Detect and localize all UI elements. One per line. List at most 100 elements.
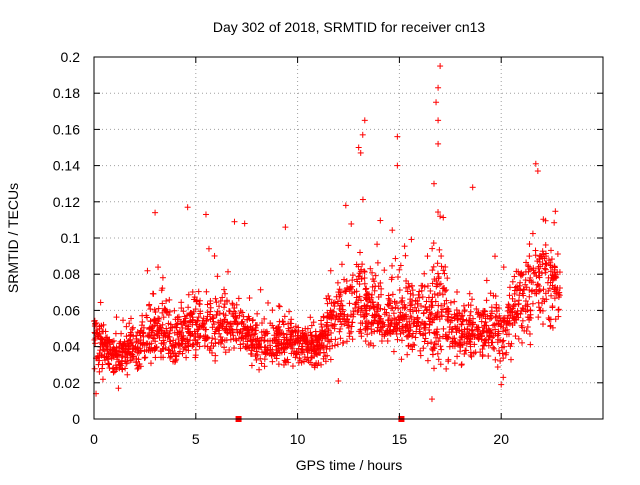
data-point [185, 291, 192, 298]
data-point [184, 336, 191, 343]
data-point [551, 264, 558, 271]
data-point [347, 311, 354, 318]
data-point [540, 286, 547, 293]
data-point [201, 343, 208, 350]
data-point [123, 333, 130, 340]
data-point-outlier [433, 99, 440, 106]
data-point-outlier [532, 160, 539, 167]
data-point [340, 339, 347, 346]
data-point [461, 326, 468, 333]
data-point [452, 339, 459, 346]
data-point [540, 321, 547, 328]
data-point [162, 344, 169, 351]
data-point [517, 310, 524, 317]
data-point [269, 307, 276, 314]
data-point [249, 316, 256, 323]
data-point [299, 349, 306, 356]
data-point [408, 298, 415, 305]
data-point [426, 326, 433, 333]
data-point [537, 287, 544, 294]
data-point [551, 219, 558, 226]
data-point [245, 333, 252, 340]
data-point [481, 322, 488, 329]
y-tick-label: 0.12 [53, 194, 80, 210]
data-point [179, 335, 186, 342]
data-point [258, 344, 265, 351]
data-point [357, 249, 364, 256]
data-point [188, 311, 195, 318]
data-point [341, 287, 348, 294]
data-point [327, 267, 334, 274]
data-point-outlier [431, 180, 438, 187]
data-point [326, 296, 333, 303]
data-point [324, 352, 331, 359]
data-point [551, 269, 558, 276]
data-point [207, 308, 214, 315]
data-point [194, 318, 201, 325]
data-point [395, 305, 402, 312]
data-point [124, 371, 131, 378]
data-point [378, 338, 385, 345]
data-point [263, 350, 270, 357]
data-point [492, 253, 499, 260]
data-point [124, 349, 131, 356]
data-point [500, 355, 507, 362]
data-point [451, 298, 458, 305]
data-point [415, 291, 422, 298]
data-point [196, 343, 203, 350]
data-point [96, 350, 103, 357]
data-point [146, 332, 153, 339]
data-point [359, 261, 366, 268]
data-point [337, 335, 344, 342]
data-point [361, 280, 368, 287]
data-point [397, 309, 404, 316]
data-point [474, 309, 481, 316]
data-point [269, 358, 276, 365]
data-point [252, 353, 259, 360]
data-point [97, 347, 104, 354]
data-point [485, 336, 492, 343]
data-point-outlier [469, 184, 476, 191]
data-point [358, 297, 365, 304]
data-point [233, 326, 240, 333]
data-point [375, 320, 382, 327]
data-point [333, 313, 340, 320]
data-point [213, 312, 220, 319]
data-point [539, 248, 546, 255]
data-point [454, 353, 461, 360]
data-point [341, 312, 348, 319]
data-point [147, 318, 154, 325]
data-point [316, 341, 323, 348]
data-point [468, 327, 475, 334]
data-point [286, 308, 293, 315]
data-point [253, 327, 260, 334]
data-point [221, 344, 228, 351]
data-point [119, 357, 126, 364]
data-point [394, 273, 401, 280]
data-point [134, 365, 141, 372]
data-point [166, 338, 173, 345]
data-point [458, 313, 465, 320]
data-point [555, 306, 562, 313]
data-point [368, 326, 375, 333]
data-point [120, 317, 127, 324]
data-point [515, 335, 522, 342]
data-point-outlier [357, 149, 364, 156]
data-point [369, 299, 376, 306]
data-point [356, 293, 363, 300]
data-point [323, 295, 330, 302]
data-point [542, 241, 549, 248]
data-point [443, 297, 450, 304]
data-point [96, 368, 103, 375]
data-point [460, 316, 467, 323]
data-point [503, 349, 510, 356]
data-point [547, 322, 554, 329]
data-point [439, 291, 446, 298]
data-point [212, 336, 219, 343]
data-point [211, 321, 218, 328]
data-point [152, 338, 159, 345]
data-point [434, 350, 441, 357]
data-point [521, 327, 528, 334]
